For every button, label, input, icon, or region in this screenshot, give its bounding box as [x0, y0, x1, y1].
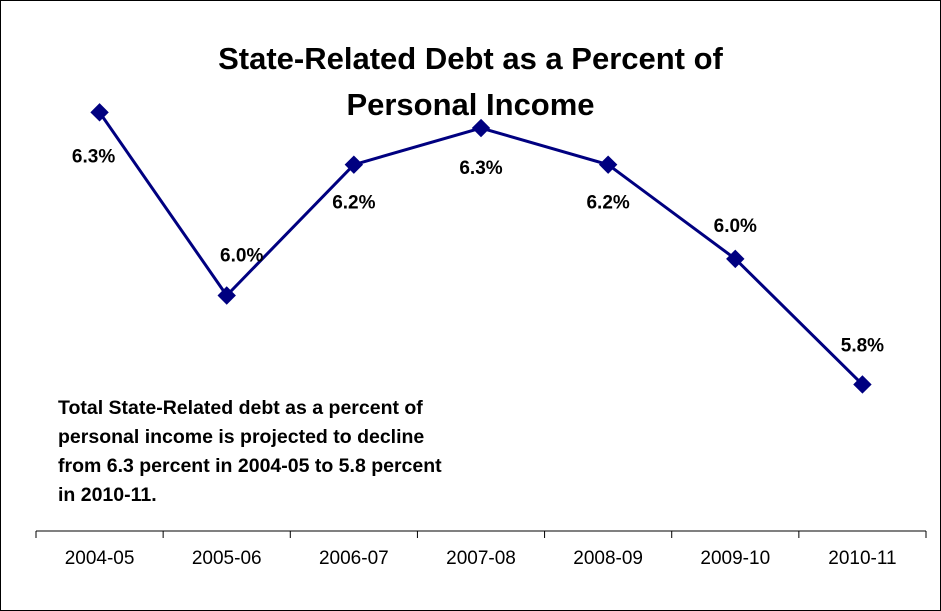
- data-label: 5.8%: [841, 335, 884, 356]
- x-tick-label: 2005-06: [192, 548, 262, 569]
- x-tick-label: 2008-09: [573, 548, 643, 569]
- data-label: 6.0%: [714, 216, 757, 237]
- x-tick-label: 2007-08: [446, 548, 516, 569]
- chart-title: State-Related Debt as a Percent of Perso…: [218, 41, 723, 122]
- data-label: 6.2%: [332, 193, 375, 214]
- x-tick-label: 2006-07: [319, 548, 389, 569]
- data-point-marker: [598, 155, 618, 174]
- data-point-marker: [853, 375, 872, 394]
- chart-annotation: Total State-Related debt as a percent of…: [58, 397, 442, 506]
- data-label: 6.3%: [459, 158, 502, 179]
- data-point-marker: [726, 249, 745, 269]
- x-tick-label: 2009-10: [700, 548, 770, 569]
- x-tick-label: 2004-05: [65, 548, 135, 569]
- data-label: 6.3%: [72, 146, 115, 167]
- data-point-marker: [90, 103, 109, 122]
- x-tick-label: 2010-11: [828, 548, 896, 569]
- data-label: 6.2%: [586, 193, 629, 214]
- data-point-marker: [471, 118, 491, 138]
- data-point-marker: [344, 155, 364, 174]
- data-point-marker: [217, 286, 236, 305]
- data-label: 6.0%: [220, 246, 263, 267]
- series-line: [98, 111, 864, 386]
